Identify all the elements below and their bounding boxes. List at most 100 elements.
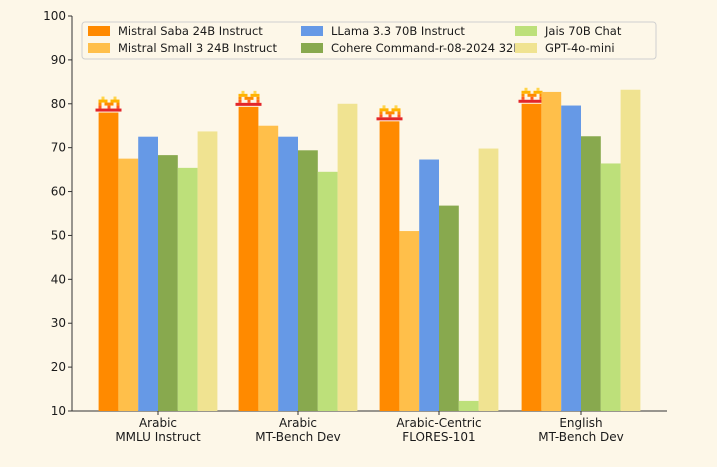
x-tick-label: English	[559, 416, 602, 430]
logo-pixel	[397, 108, 401, 112]
logo-bar	[518, 99, 545, 103]
logo-bar	[376, 117, 403, 121]
x-tick-label: Arabic	[139, 416, 177, 430]
legend-box	[81, 21, 657, 60]
logo-pixel	[98, 99, 102, 103]
logo-pixel	[116, 102, 120, 106]
mistral-logo-icon	[518, 87, 545, 103]
bar	[541, 91, 562, 411]
y-tick-label: 10	[51, 404, 66, 418]
logo-pixel	[385, 108, 389, 112]
legend-swatch	[515, 26, 537, 36]
bar	[521, 103, 542, 412]
logo-pixel	[397, 114, 401, 118]
legend-label: Mistral Saba 24B Instruct	[118, 24, 263, 38]
logo-pixel	[113, 96, 117, 100]
logo-pixel	[394, 105, 398, 109]
logo-pixel	[98, 102, 102, 106]
y-tick-label: 30	[51, 316, 66, 330]
logo-pixel	[379, 108, 383, 112]
x-tick-label: MMLU Instruct	[115, 430, 201, 444]
bar	[399, 231, 420, 411]
logo-pixel	[110, 102, 114, 106]
logo-pixel	[388, 114, 392, 118]
y-tick-label: 100	[43, 9, 66, 23]
logo-pixel	[521, 96, 525, 100]
logo-bar	[235, 102, 262, 106]
logo-pixel	[247, 96, 251, 100]
legend-label: Cohere Command-r-08-2024 32B	[331, 41, 521, 55]
y-tick-label: 90	[51, 53, 66, 67]
bar	[478, 148, 499, 412]
logo-pixel	[238, 96, 242, 100]
logo-pixel	[539, 93, 543, 97]
logo-pixel	[256, 93, 260, 97]
logo-pixel	[256, 96, 260, 100]
bar	[118, 158, 139, 411]
y-tick-label: 80	[51, 97, 66, 111]
logo-pixel	[244, 96, 248, 100]
logo-pixel	[253, 93, 257, 97]
bar	[298, 150, 318, 412]
logo-pixel	[527, 90, 531, 94]
x-tick-label: Arabic	[279, 416, 317, 430]
logo-pixel	[244, 93, 248, 97]
logo-bar	[95, 108, 122, 112]
bar	[197, 131, 218, 411]
bar	[98, 112, 119, 412]
logo-pixel	[388, 111, 392, 115]
logo-pixel	[382, 108, 386, 112]
logo-pixel	[238, 99, 242, 103]
x-tick-label: MT-Bench Dev	[255, 430, 340, 444]
logo-pixel	[524, 90, 528, 94]
bar	[238, 106, 259, 411]
logo-pixel	[253, 90, 257, 94]
legend-swatch	[88, 26, 110, 36]
legend-swatch	[301, 43, 323, 53]
logo-pixel	[113, 99, 117, 103]
bar	[419, 159, 439, 411]
logo-pixel	[104, 102, 108, 106]
logo-pixel	[391, 108, 395, 112]
bar	[138, 136, 158, 411]
logo-pixel	[241, 93, 245, 97]
bar	[278, 136, 298, 411]
x-tick-label: Arabic-Centric	[396, 416, 481, 430]
legend-label: Jais 70B Chat	[544, 24, 622, 38]
logo-pixel	[530, 96, 534, 100]
y-tick-label: 70	[51, 141, 66, 155]
bar	[581, 136, 601, 411]
logo-pixel	[382, 105, 386, 109]
mistral-logo-icon	[376, 105, 403, 121]
legend-label: Mistral Small 3 24B Instruct	[118, 41, 278, 55]
logo-pixel	[247, 99, 251, 103]
y-tick-label: 20	[51, 360, 66, 374]
logo-pixel	[250, 96, 254, 100]
bar	[158, 155, 178, 411]
legend-label: LLama 3.3 70B Instruct	[331, 24, 465, 38]
logo-pixel	[379, 111, 383, 115]
legend-swatch	[88, 43, 110, 53]
bar	[439, 205, 459, 411]
logo-pixel	[116, 99, 120, 103]
y-tick-label: 60	[51, 185, 66, 199]
x-tick-label: FLORES-101	[402, 430, 475, 444]
logo-pixel	[116, 105, 120, 109]
logo-pixel	[238, 93, 242, 97]
legend: Mistral Saba 24B Instruct Mistral Small 3…	[81, 21, 657, 60]
logo-pixel	[107, 102, 111, 106]
bar	[258, 125, 279, 411]
bar	[561, 105, 581, 412]
bar	[458, 400, 479, 411]
logo-pixel	[107, 105, 111, 109]
logo-pixel	[241, 90, 245, 94]
mistral-logo-icon	[235, 90, 262, 106]
logo-pixel	[527, 93, 531, 97]
y-tick-label: 40	[51, 272, 66, 286]
logo-pixel	[533, 93, 537, 97]
logo-pixel	[250, 93, 254, 97]
logo-pixel	[524, 87, 528, 91]
